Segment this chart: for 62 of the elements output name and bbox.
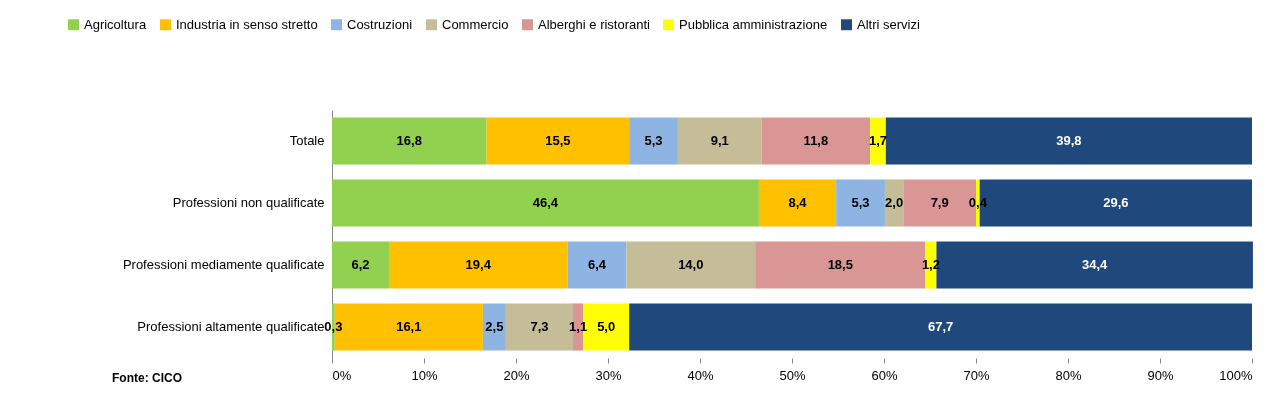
x-tick-label: 90% [1147,367,1174,383]
x-tick-label: 60% [871,367,898,383]
x-tick-label: 100% [1219,367,1253,383]
data-label: 7,9 [930,195,949,210]
data-label: 8,4 [788,195,808,210]
y-tick-label: Professioni mediamente qualificate [122,257,325,272]
legend-label: Industria in senso stretto [176,16,318,32]
data-label: 16,1 [396,319,422,334]
data-label: 0,4 [968,195,988,210]
bar [626,241,756,289]
bar [629,303,1252,351]
data-label: 5,3 [644,133,663,148]
data-label: 15,5 [545,133,571,148]
data-label: 19,4 [465,257,492,272]
bar [389,241,568,289]
data-label: 7,3 [530,319,549,334]
data-label: 6,4 [587,257,607,272]
bar [677,117,762,165]
data-label: 67,7 [927,319,954,334]
y-tick-label: Professioni altamente qualificate [137,319,325,334]
data-label: 2,5 [485,319,504,334]
data-label: 46,4 [532,195,559,210]
legend-label: Altri servizi [857,16,920,32]
legend-label: Pubblica amministrazione [679,16,828,32]
x-tick-label: 10% [411,367,438,383]
x-tick-label: 20% [503,367,530,383]
legend-label: Agricoltura [84,16,147,32]
bar [332,241,390,289]
data-label: 5,3 [851,195,870,210]
bar [629,117,678,165]
x-tick-label: 30% [595,367,622,383]
bar [885,117,1252,165]
data-label: 16,8 [396,133,422,148]
data-label: 9,1 [710,133,729,148]
data-label: 34,4 [1082,257,1109,272]
x-tick-label: 40% [687,367,714,383]
bar [332,117,487,165]
bar [482,303,506,351]
data-label: 18,5 [827,257,853,272]
bar [567,241,627,289]
data-label: 5,0 [597,319,616,334]
bar [761,117,871,165]
legend-label: Costruzioni [347,16,413,32]
source-note: Fonte: CICO [112,371,182,385]
x-tick-label: 50% [779,367,806,383]
data-label: 14,0 [678,257,704,272]
y-tick-label: Professioni non qualificate [172,195,325,210]
bar [836,179,885,227]
data-label: 29,6 [1103,195,1129,210]
y-tick-label: Totale [289,133,325,148]
legend-label: Commercio [442,16,509,32]
x-tick-label: 80% [1055,367,1082,383]
data-label: 2,0 [885,195,904,210]
bar [332,179,759,227]
bar [758,179,837,227]
data-label: 6,2 [351,257,370,272]
legend-label: Alberghi e ristoranti [538,16,651,32]
data-label: 39,8 [1056,133,1082,148]
data-label: 11,8 [803,133,829,148]
bar [486,117,630,165]
x-tick-label: 0% [332,367,352,383]
x-tick-label: 70% [963,367,990,383]
